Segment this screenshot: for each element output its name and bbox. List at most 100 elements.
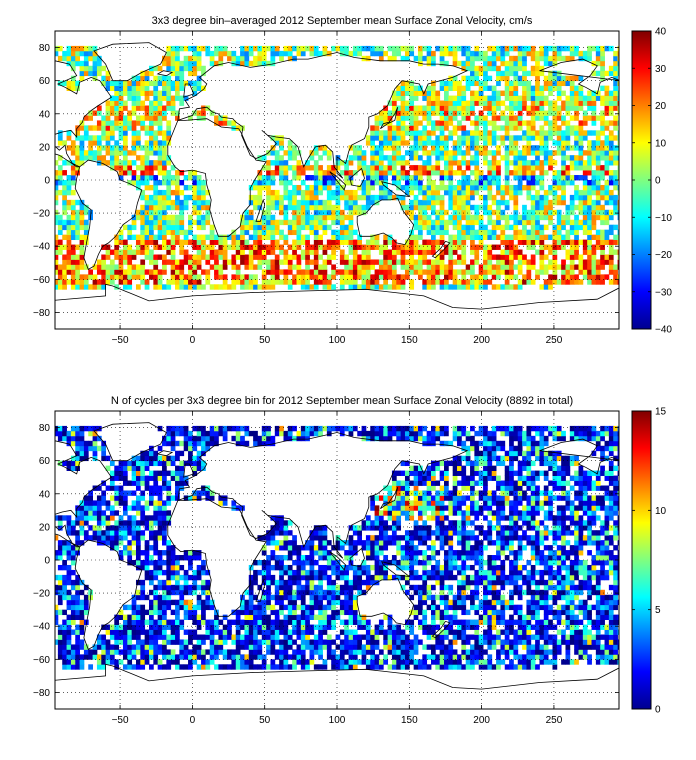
heatmap-cell: [188, 639, 193, 645]
heatmap-cell: [157, 110, 163, 116]
heatmap-cell: [461, 259, 467, 265]
heatmap-cell: [283, 189, 289, 196]
heatmap-cell: [322, 145, 328, 151]
heatmap-cell: [170, 274, 176, 280]
heatmap-cell: [391, 125, 397, 131]
heatmap-cell: [166, 55, 172, 62]
heatmap-cell: [613, 269, 618, 275]
heatmap-cell: [448, 75, 454, 82]
y-tick-label: 60: [39, 76, 51, 87]
heatmap-cell: [326, 644, 332, 650]
heatmap-cell: [608, 614, 614, 620]
heatmap-cell: [526, 279, 532, 285]
heatmap-cell: [313, 194, 319, 201]
heatmap-cell: [378, 180, 384, 186]
heatmap-cell: [374, 170, 380, 176]
heatmap-cell: [101, 259, 107, 265]
heatmap-cell: [552, 120, 558, 126]
heatmap-cell: [322, 204, 328, 211]
heatmap-cell: [539, 55, 545, 62]
heatmap-cell: [214, 639, 219, 645]
heatmap-cell: [253, 614, 258, 620]
heatmap-cell: [292, 209, 297, 216]
heatmap-cell: [162, 75, 167, 82]
heatmap-cell: [517, 180, 523, 186]
heatmap-cell: [526, 160, 532, 166]
heatmap-cell: [526, 150, 532, 156]
heatmap-cell: [448, 130, 454, 136]
heatmap-cell: [413, 234, 419, 240]
heatmap-cell: [153, 659, 159, 665]
heatmap-cell: [127, 634, 133, 640]
heatmap-cell: [157, 199, 163, 206]
heatmap-cell: [344, 639, 349, 645]
heatmap-cell: [270, 50, 276, 57]
heatmap-cell: [55, 194, 59, 201]
heatmap-cell: [383, 279, 389, 285]
heatmap-cell: [613, 624, 618, 630]
heatmap-cell: [582, 130, 588, 136]
x-tick-label: 250: [546, 335, 563, 346]
heatmap-cell: [70, 80, 76, 87]
heatmap-cell: [55, 180, 59, 186]
heatmap-cell: [509, 85, 514, 91]
heatmap-cell: [556, 229, 562, 236]
heatmap-cell: [470, 160, 475, 166]
heatmap-cell: [118, 135, 124, 141]
heatmap-cell: [266, 234, 271, 240]
heatmap-cell: [55, 184, 59, 191]
heatmap-cell: [300, 649, 306, 655]
heatmap-cell: [292, 189, 297, 196]
heatmap-cell: [539, 145, 545, 151]
heatmap-cell: [266, 60, 271, 67]
heatmap-cell: [79, 214, 85, 221]
heatmap-cell: [561, 80, 566, 87]
heatmap-cell: [109, 659, 115, 665]
heatmap-cell: [348, 194, 354, 201]
heatmap-cell: [179, 644, 185, 650]
heatmap-cell: [617, 175, 619, 181]
heatmap-cell: [400, 629, 406, 635]
heatmap-cell: [478, 649, 484, 655]
heatmap-cell: [170, 189, 176, 196]
heatmap-cell: [157, 214, 163, 221]
heatmap-cell: [339, 50, 345, 57]
heatmap-cell: [274, 614, 280, 620]
heatmap-cell: [270, 224, 276, 231]
heatmap-cell: [253, 60, 258, 67]
heatmap-cell: [57, 244, 63, 250]
heatmap-cell: [444, 229, 449, 236]
heatmap-cell: [279, 180, 284, 186]
heatmap-cell: [292, 629, 297, 635]
heatmap-cell: [613, 279, 618, 285]
heatmap-cell: [331, 659, 336, 665]
heatmap-cell: [166, 279, 172, 285]
heatmap-cell: [496, 199, 501, 206]
heatmap-cell: [149, 254, 154, 260]
heatmap-cell: [383, 644, 389, 650]
heatmap-cell: [57, 180, 63, 186]
heatmap-cell: [543, 100, 549, 106]
chart-title: N of cycles per 3x3 degree bin for 2012 …: [111, 395, 573, 407]
heatmap-cell: [569, 75, 575, 82]
heatmap-cell: [162, 624, 167, 630]
heatmap-cell: [474, 644, 480, 650]
heatmap-cell: [613, 264, 618, 270]
heatmap-cell: [565, 219, 571, 226]
heatmap-cell: [431, 204, 436, 211]
heatmap-cell: [166, 214, 172, 221]
heatmap-cell: [556, 209, 562, 216]
heatmap-cell: [153, 204, 159, 211]
heatmap-cell: [465, 639, 471, 645]
heatmap-cell: [422, 95, 428, 101]
heatmap-cell: [92, 644, 98, 650]
heatmap-cell: [600, 115, 605, 121]
heatmap-cell: [391, 165, 397, 171]
heatmap-cell: [548, 100, 553, 106]
heatmap-cell: [149, 204, 154, 211]
heatmap-cell: [509, 105, 514, 111]
heatmap-cell: [582, 150, 588, 156]
heatmap-cell: [569, 180, 575, 186]
heatmap-cell: [170, 244, 176, 250]
heatmap-cell: [162, 219, 167, 226]
